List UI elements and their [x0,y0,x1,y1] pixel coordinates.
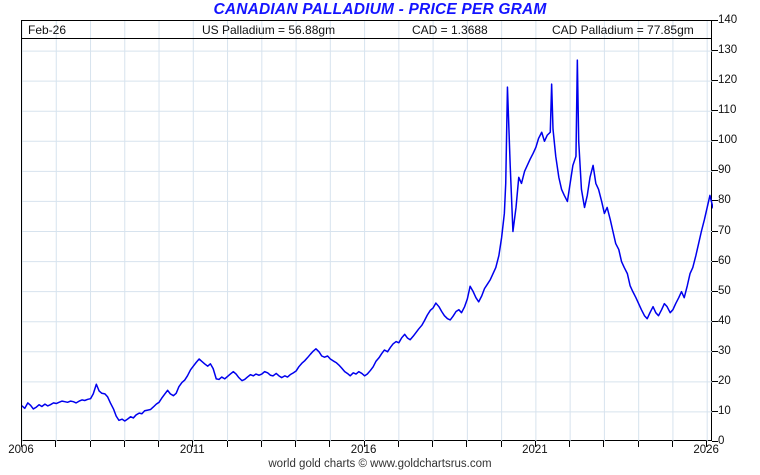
x-axis-label: 2021 [522,444,548,456]
y-axis-tick [712,110,718,112]
y-axis-label: 40 [718,314,731,327]
y-axis-tick [712,170,718,172]
y-axis-label: 0 [718,435,725,447]
x-axis-tick [55,441,57,447]
y-axis-label: 130 [718,44,738,57]
y-axis-label: 30 [718,344,731,357]
y-axis-tick [712,441,718,442]
x-axis-tick [260,441,262,447]
x-axis-tick [500,441,502,447]
y-axis-tick [712,230,718,232]
page-title: CANADIAN PALLADIUM - PRICE PER GRAM [213,1,547,18]
x-axis-tick [432,441,434,447]
y-axis-tick [712,50,718,52]
y-axis-tick [712,290,718,292]
y-axis-label: 20 [718,374,731,387]
price-line-chart [22,21,713,442]
y-axis-label: 80 [718,194,731,207]
x-axis-label: 2006 [8,444,34,456]
x-axis-tick [21,441,22,447]
y-axis-tick [712,200,718,202]
x-axis-tick [671,441,673,447]
y-axis-tick [712,380,718,382]
y-axis-tick [712,80,718,82]
y-axis-tick [712,350,718,352]
y-axis-tick [712,20,718,21]
y-axis-label: 90 [718,164,731,177]
y-axis-label: 60 [718,254,731,267]
x-axis-tick [637,441,639,447]
x-axis-label: 2011 [179,444,205,456]
x-axis-tick [706,441,708,447]
x-axis-tick [123,441,125,447]
x-axis-tick [466,441,468,447]
x-axis-label: 2026 [693,444,719,456]
x-axis-tick [192,441,194,447]
y-axis-label: 120 [718,74,738,87]
y-axis-tick [712,410,718,412]
plot-area [21,20,713,442]
y-axis-label: 110 [718,104,737,117]
x-axis-tick [89,441,91,447]
y-axis-label: 140 [718,14,738,26]
x-axis-tick [158,441,160,447]
x-axis-tick [329,441,331,447]
y-axis-tick [712,140,718,142]
footer-credit: world gold charts © www.goldchartsrus.co… [268,458,492,470]
x-axis-tick [295,441,297,447]
x-axis-tick [397,441,399,447]
x-axis-tick [603,441,605,447]
y-axis-label: 70 [718,224,731,237]
y-axis-tick [712,320,718,322]
x-axis-tick [534,441,536,447]
x-axis-tick [363,441,365,447]
x-axis-label: 2016 [350,444,377,456]
y-axis-tick [712,260,718,262]
x-axis-tick [569,441,571,447]
y-axis-label: 100 [718,134,738,147]
y-axis-label: 10 [718,404,731,417]
x-axis-tick [226,441,228,447]
y-axis-label: 50 [718,284,731,297]
